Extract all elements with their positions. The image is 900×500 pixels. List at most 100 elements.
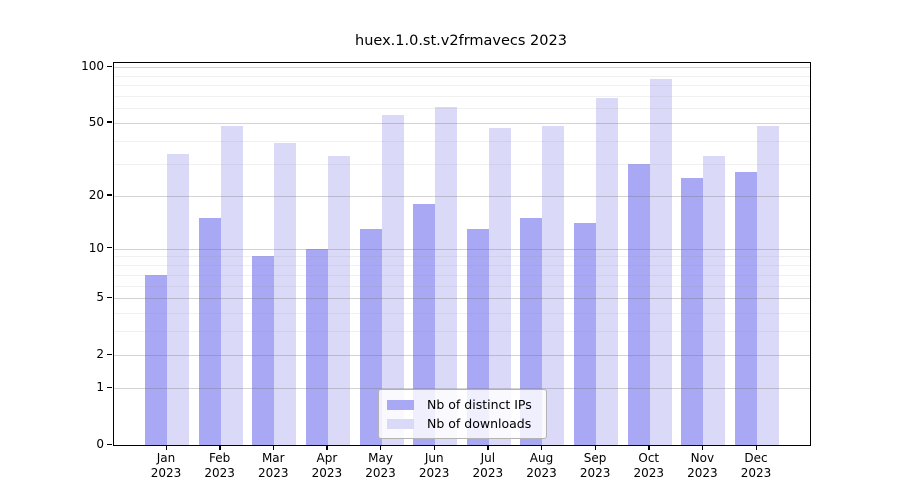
bar-distinct-ips-nov <box>681 178 704 445</box>
x-tick-dec <box>755 445 757 450</box>
x-tick-label-feb: Feb 2023 <box>190 451 250 481</box>
year-label: 2023 <box>365 466 396 480</box>
gridline-major-10 <box>114 248 810 250</box>
gridline-minor-8 <box>114 265 810 267</box>
bar-downloads-jun <box>435 106 458 445</box>
year-label: 2023 <box>311 466 343 480</box>
gridline-minor-7 <box>114 274 810 276</box>
gridline-minor-9 <box>114 256 810 258</box>
bar-downloads-oct <box>649 79 672 445</box>
y-tick-label-10: 10 <box>88 240 104 255</box>
bar-downloads-apr <box>327 156 350 445</box>
gridline-minor-30 <box>114 163 810 165</box>
month-label: Dec <box>744 451 768 465</box>
legend-item-downloads: Nb of downloads <box>387 414 538 433</box>
month-label: Sep <box>583 451 607 465</box>
bar-distinct-ips-dec <box>735 172 758 445</box>
gridline-minor-80 <box>114 85 810 87</box>
x-tick-label-aug: Aug 2023 <box>511 451 571 481</box>
bar-distinct-ips-feb <box>198 217 221 445</box>
gridline-minor-40 <box>114 140 810 142</box>
legend-label-downloads: Nb of downloads <box>427 416 532 431</box>
y-tick-20 <box>107 194 112 196</box>
year-label: 2023 <box>150 466 182 480</box>
x-tick-label-jun: Jun 2023 <box>404 451 464 481</box>
gridline-minor-4 <box>114 313 810 315</box>
y-tick-5 <box>107 296 112 299</box>
x-tick-label-mar: Mar 2023 <box>243 451 303 481</box>
chart-title: huex.1.0.st.v2frmavecs 2023 <box>355 33 567 49</box>
gridline-major-2 <box>114 355 810 357</box>
month-label: Oct <box>638 451 660 465</box>
bar-distinct-ips-mar <box>252 256 275 445</box>
month-label: Jul <box>480 451 496 465</box>
y-tick-label-2: 2 <box>96 347 104 362</box>
bar-downloads-feb <box>220 126 243 445</box>
bar-distinct-ips-apr <box>305 248 328 445</box>
year-label: 2023 <box>526 466 557 480</box>
x-tick-label-dec: Dec 2023 <box>726 451 786 481</box>
y-tick-50 <box>107 121 112 123</box>
month-label: Jan <box>156 451 176 465</box>
gridline-major-1 <box>114 388 810 390</box>
year-label: 2023 <box>257 466 289 480</box>
x-tick-may <box>380 445 382 450</box>
bar-downloads-sep <box>596 98 619 445</box>
year-label: 2023 <box>633 466 665 480</box>
bar-downloads-aug <box>542 126 565 445</box>
month-label: Feb <box>209 451 231 465</box>
legend-label-distinct-ips: Nb of distinct IPs <box>427 397 532 412</box>
year-label: 2023 <box>418 466 450 480</box>
y-tick-0 <box>107 443 112 445</box>
bar-downloads-jul <box>488 127 511 445</box>
x-tick-jul <box>487 445 489 450</box>
month-label: May <box>368 451 393 465</box>
gridline-minor-60 <box>114 108 810 110</box>
bar-downloads-mar <box>274 142 297 445</box>
gridline-major-5 <box>114 298 810 300</box>
bar-downloads-jan <box>167 153 189 445</box>
legend-item-distinct-ips: Nb of distinct IPs <box>387 395 538 414</box>
y-tick-10 <box>107 247 112 249</box>
x-tick-aug <box>540 445 543 450</box>
year-label: 2023 <box>579 466 611 480</box>
month-label: Nov <box>690 451 715 465</box>
y-tick-label-100: 100 <box>81 59 104 73</box>
y-tick-2 <box>107 353 112 355</box>
x-tick-nov <box>701 445 704 450</box>
y-tick-100 <box>107 65 112 67</box>
year-label: 2023 <box>740 466 772 480</box>
year-label: 2023 <box>472 466 504 480</box>
legend: Nb of distinct IPs Nb of downloads <box>378 389 547 439</box>
x-tick-jun <box>433 445 436 450</box>
gridline-major-50 <box>114 122 810 124</box>
month-label: Jun <box>424 451 444 465</box>
gridline-minor-70 <box>114 95 810 97</box>
y-tick-1 <box>107 386 112 389</box>
gridline-major-20 <box>114 195 810 197</box>
bar-distinct-ips-oct <box>627 163 650 445</box>
month-label: Apr <box>316 451 338 465</box>
x-tick-oct <box>648 445 650 450</box>
gridline-minor-3 <box>114 331 810 333</box>
x-tick-feb <box>219 445 221 450</box>
x-tick-label-sep: Sep 2023 <box>565 451 625 481</box>
x-tick-label-apr: Apr 2023 <box>297 451 357 481</box>
x-tick-label-jul: Jul 2023 <box>458 451 518 481</box>
legend-swatch-distinct-ips <box>387 399 414 410</box>
gridline-minor-90 <box>114 75 810 77</box>
month-label: Mar <box>261 451 285 465</box>
gridline-major-100 <box>114 67 810 68</box>
x-tick-jan <box>165 445 167 450</box>
legend-swatch-downloads <box>387 418 414 429</box>
y-tick-label-20: 20 <box>88 187 104 202</box>
year-label: 2023 <box>204 466 235 480</box>
bar-downloads-may <box>381 115 404 445</box>
x-tick-label-nov: Nov 2023 <box>672 451 732 481</box>
y-tick-label-1: 1 <box>96 380 104 395</box>
x-tick-sep <box>594 445 596 450</box>
bar-distinct-ips-sep <box>574 223 597 445</box>
bar-distinct-ips-jan <box>145 274 167 445</box>
month-label: Aug <box>529 451 554 465</box>
